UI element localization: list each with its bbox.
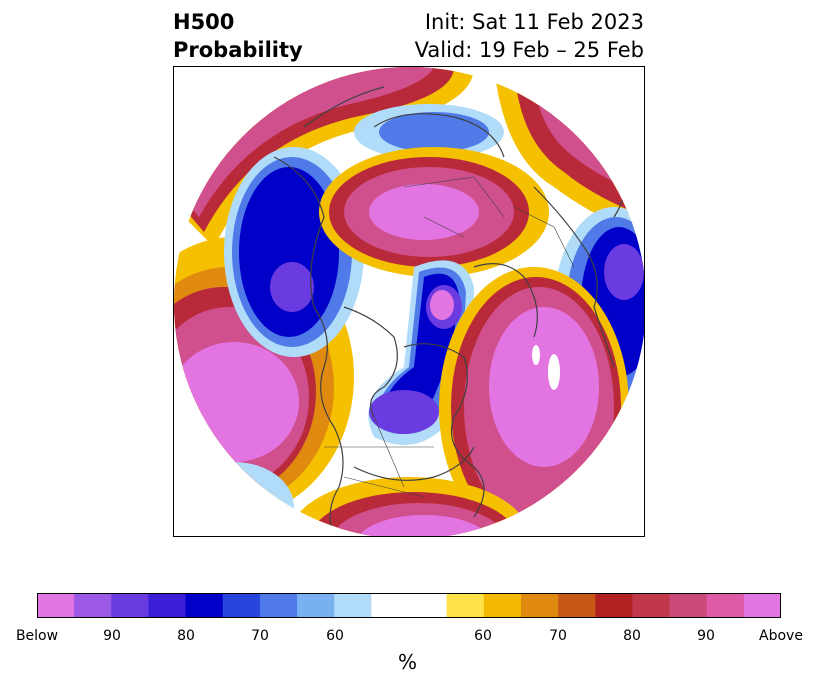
colorbar-tick-label: Below [15, 628, 59, 644]
colorbar-tick-label: Above [759, 628, 803, 644]
colorbar-unit-label: % [398, 650, 418, 674]
colorbar-segment [409, 593, 448, 618]
map-title-right: Init: Sat 11 Feb 2023 Valid: 19 Feb – 25… [415, 8, 644, 64]
anomaly-above-south [289, 477, 529, 536]
colorbar-segment [334, 593, 372, 618]
valid-range: Valid: 19 Feb – 25 Feb [414, 38, 644, 62]
colorbar-tick-label: 90 [697, 628, 715, 644]
colorbar-segment [558, 593, 596, 618]
colorbar-tick-label: 60 [326, 628, 344, 644]
init-date: Init: Sat 11 Feb 2023 [424, 10, 644, 34]
colorbar [37, 593, 782, 618]
colorbar-segment [74, 593, 112, 618]
map-title-left: H500 Probability [173, 8, 303, 64]
colorbar-segment [37, 593, 75, 618]
colorbar-segment [706, 593, 745, 618]
colorbar-svg [37, 593, 782, 618]
colorbar-segment [297, 593, 335, 618]
colorbar-tick-label: 80 [623, 628, 641, 644]
colorbar-tick-label: 70 [251, 628, 269, 644]
colorbar-segment [222, 593, 261, 618]
colorbar-segment [483, 593, 522, 618]
borders [324, 176, 575, 498]
colorbar-segment [632, 593, 671, 618]
colorbar-tick-label: 90 [103, 628, 121, 644]
colorbar-segment [185, 593, 224, 618]
colorbar-segment [669, 593, 708, 618]
coastlines [273, 86, 628, 536]
colorbar-segment [111, 593, 149, 618]
probability-map-svg [174, 67, 644, 536]
colorbar-segment [595, 593, 633, 618]
anomaly-above-arctic [319, 147, 549, 277]
colorbar-segment [259, 593, 298, 618]
colorbar-segment [371, 593, 410, 618]
colorbar-tick-label: 70 [549, 628, 567, 644]
title-variable: H500 [173, 10, 235, 34]
title-type: Probability [173, 38, 303, 62]
colorbar-segment [446, 593, 485, 618]
colorbar-border [37, 593, 781, 618]
colorbar-tick-label: 60 [474, 628, 492, 644]
colorbar-segment [520, 593, 559, 618]
polar-map [173, 66, 645, 537]
colorbar-tick-label: 80 [177, 628, 195, 644]
colorbar-segment [148, 593, 187, 618]
colorbar-segment [743, 593, 782, 618]
